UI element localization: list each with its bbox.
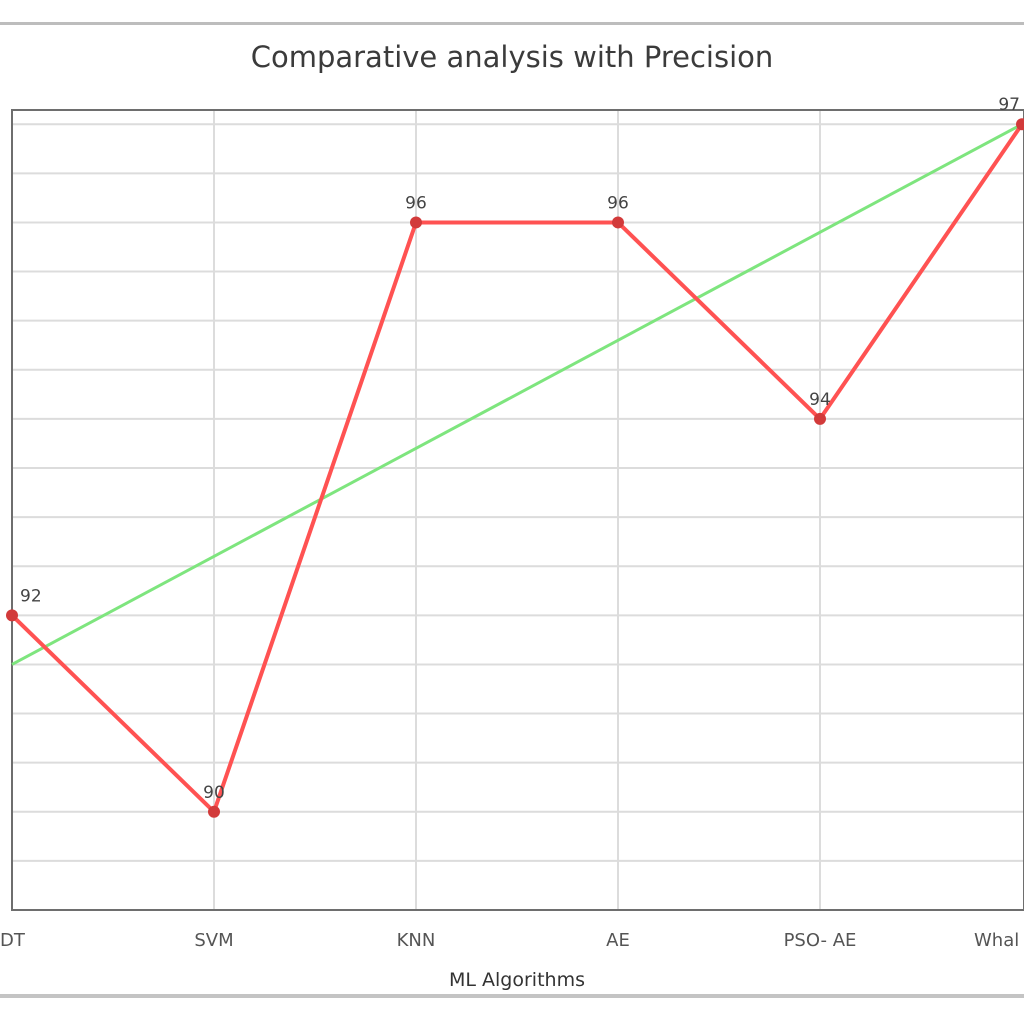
data-labels: 92 90 96 96 94 97: [20, 95, 1020, 803]
x-tick-label: AE: [606, 930, 630, 951]
series-line: [10, 123, 1024, 814]
grid: [12, 110, 1024, 910]
plot-area: [11, 109, 1024, 911]
x-axis-ticks: DT SVM KNN AE PSO- AE Whal: [0, 930, 1019, 951]
trendline: [11, 122, 1023, 666]
data-label: 97: [998, 95, 1020, 115]
data-label: 94: [809, 390, 831, 410]
data-label: 96: [405, 193, 427, 213]
data-point: [208, 805, 220, 818]
data-point: [814, 412, 826, 425]
x-tick-label: SVM: [194, 930, 233, 951]
data-point: [1016, 118, 1024, 131]
data-label: 96: [607, 193, 629, 213]
data-point: [410, 216, 422, 229]
trendline-layer: [11, 122, 1023, 666]
data-label: 90: [203, 783, 225, 803]
top-border: [0, 22, 1024, 25]
x-axis-title: ML Algorithms: [449, 969, 585, 991]
bottom-border: [0, 994, 1024, 998]
data-label: 92: [20, 586, 42, 606]
data-point: [612, 216, 624, 229]
x-tick-label: PSO- AE: [784, 930, 857, 951]
data-point: [6, 609, 18, 622]
x-tick-label: DT: [0, 930, 26, 951]
series-layer: [6, 118, 1024, 818]
chart-title: Comparative analysis with Precision: [250, 40, 774, 74]
x-tick-label: KNN: [397, 930, 436, 951]
x-tick-label: Whal: [974, 930, 1019, 951]
